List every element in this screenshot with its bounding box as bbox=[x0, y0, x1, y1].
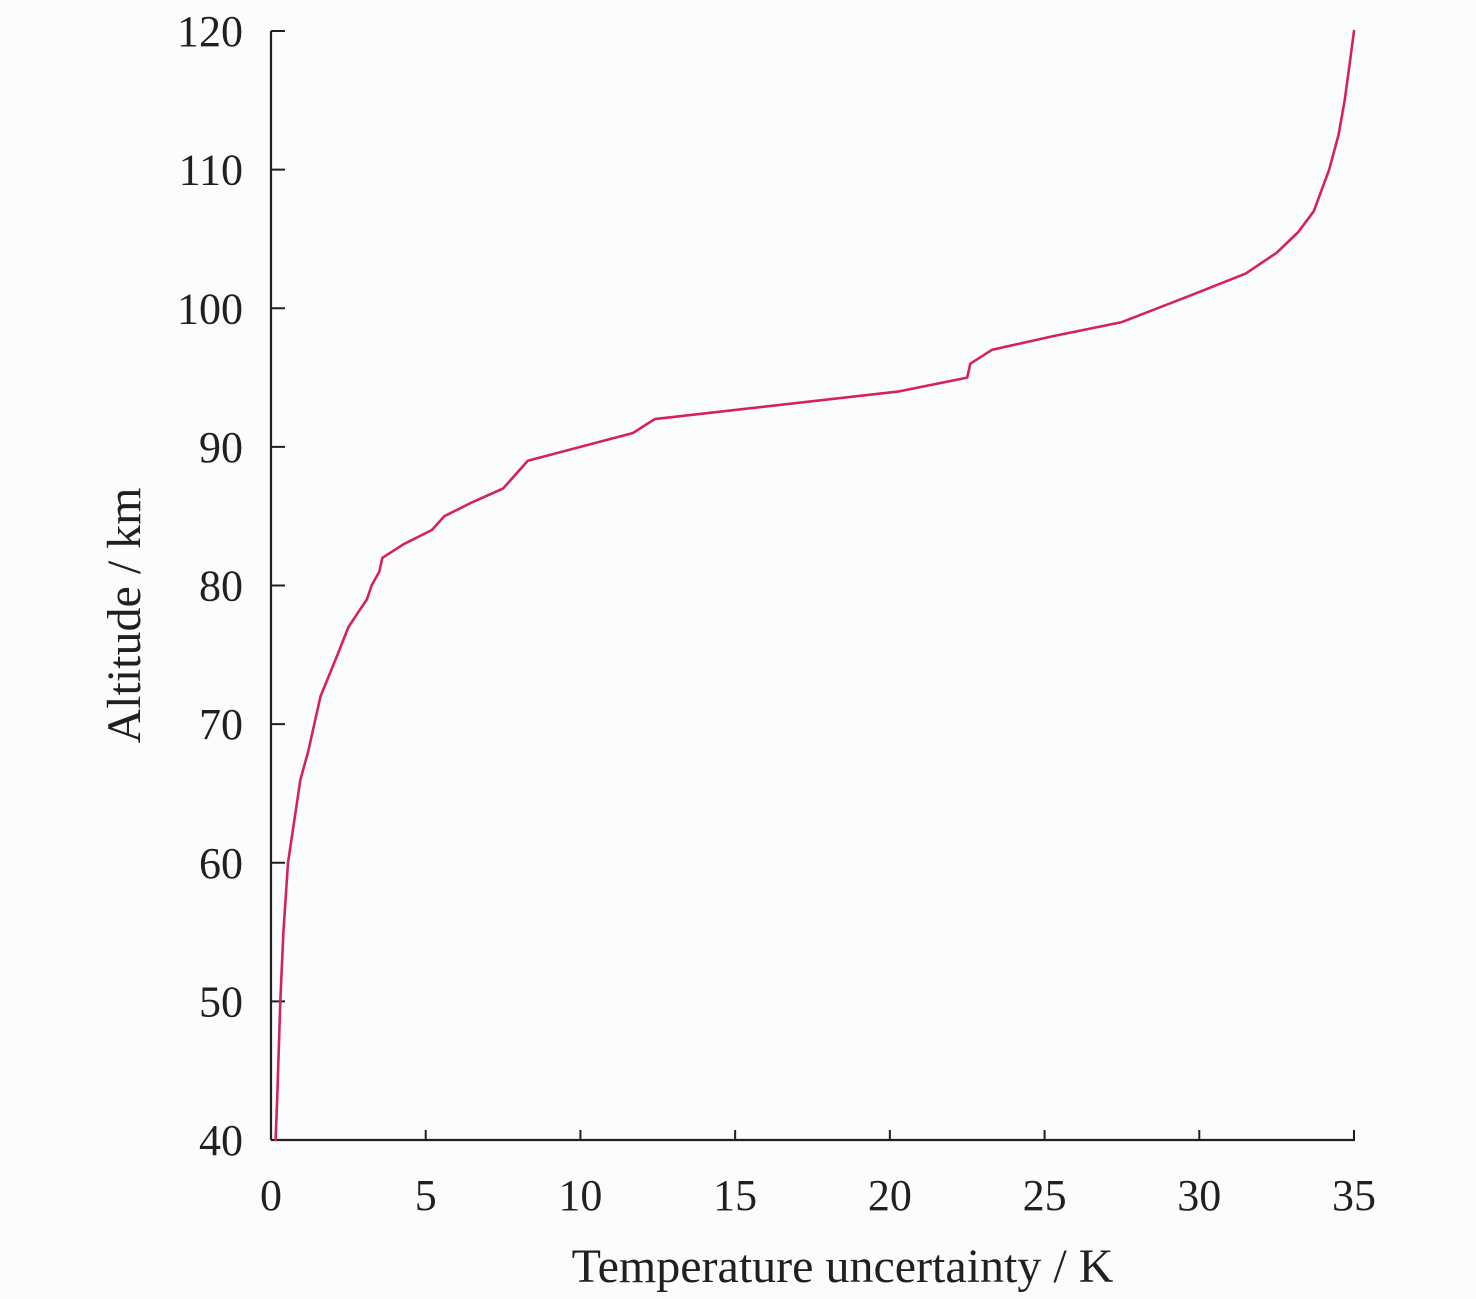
x-tick-label: 30 bbox=[1177, 1171, 1221, 1220]
y-tick-label: 120 bbox=[177, 7, 243, 56]
x-axis-title: Temperature uncertainty / K bbox=[572, 1240, 1114, 1293]
x-axis-ticks: 0 5 10 15 20 25 30 35 bbox=[260, 1130, 1376, 1220]
y-axis-title: Altitude / km bbox=[98, 488, 151, 744]
x-tick-label: 5 bbox=[415, 1171, 437, 1220]
y-tick-label: 70 bbox=[199, 700, 243, 749]
series-line bbox=[274, 29, 1356, 1142]
y-tick-label: 90 bbox=[199, 423, 243, 472]
y-tick-label: 100 bbox=[177, 284, 243, 333]
x-tick-label: 15 bbox=[713, 1171, 757, 1220]
y-tick-label: 80 bbox=[199, 562, 243, 611]
x-tick-label: 25 bbox=[1023, 1171, 1067, 1220]
x-tick-label: 0 bbox=[260, 1171, 282, 1220]
series-layer bbox=[274, 29, 1356, 1142]
y-tick-label: 40 bbox=[199, 1116, 243, 1165]
y-tick-label: 60 bbox=[199, 839, 243, 888]
y-tick-label: 110 bbox=[179, 146, 243, 195]
x-tick-label: 20 bbox=[868, 1171, 912, 1220]
x-tick-label: 10 bbox=[558, 1171, 602, 1220]
y-tick-label: 50 bbox=[199, 977, 243, 1026]
y-axis-ticks: 40 50 60 70 80 90 100 110 120 bbox=[177, 7, 285, 1165]
x-tick-label: 35 bbox=[1332, 1171, 1376, 1220]
